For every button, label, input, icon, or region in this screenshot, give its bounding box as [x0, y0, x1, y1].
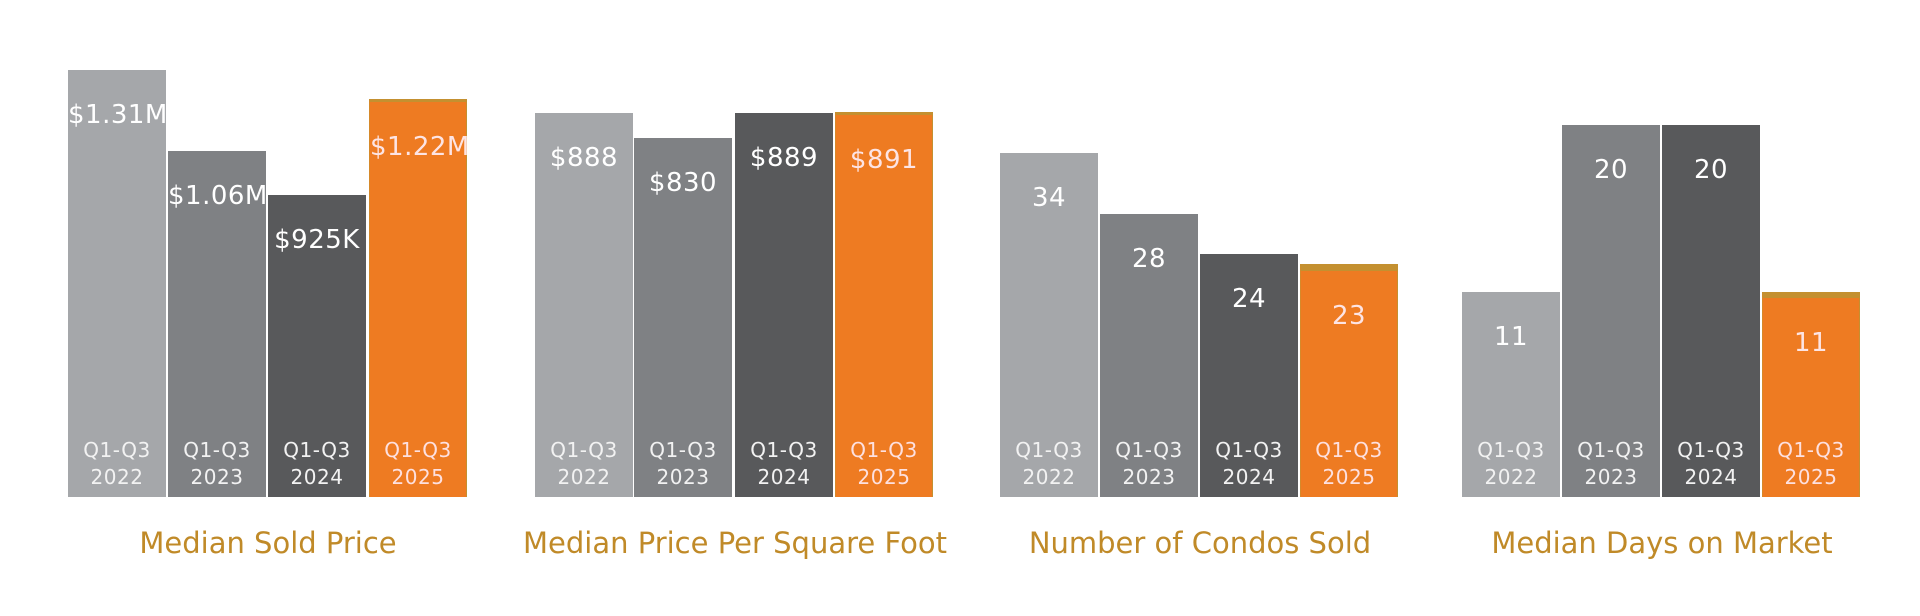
period-label: Q1-Q3 2025: [1763, 437, 1859, 491]
period-year: 2025: [857, 465, 911, 489]
period-label: Q1-Q3 2023: [634, 437, 732, 491]
period-quarters: Q1-Q3: [1477, 438, 1545, 462]
period-year: 2022: [1022, 465, 1076, 489]
period-quarters: Q1-Q3: [1577, 438, 1645, 462]
period-quarters: Q1-Q3: [1115, 438, 1183, 462]
bar-2023: 20 Q1-Q3 2023: [1562, 125, 1660, 497]
chart-median-days-on-market: 11 Q1-Q3 2022 20 Q1-Q3 2023 20 Q1-Q3 202…: [1462, 0, 1862, 616]
period-label: Q1-Q3 2023: [1100, 437, 1198, 491]
bar-2025: 11 Q1-Q3 2025: [1762, 292, 1860, 497]
data-label: $925K: [274, 225, 360, 255]
period-year: 2023: [1122, 465, 1176, 489]
data-label: $891: [849, 145, 919, 175]
chart-median-price-per-sqft: $888 Q1-Q3 2022 $830 Q1-Q3 2023 $889 Q1-…: [535, 0, 935, 616]
period-label: Q1-Q3 2024: [1200, 437, 1298, 491]
period-quarters: Q1-Q3: [1777, 438, 1845, 462]
period-year: 2025: [1322, 465, 1376, 489]
period-label: Q1-Q3 2022: [68, 437, 166, 491]
period-quarters: Q1-Q3: [1677, 438, 1745, 462]
period-year: 2023: [656, 465, 710, 489]
chart-title: Number of Condos Sold: [1028, 526, 1372, 560]
period-quarters: Q1-Q3: [183, 438, 251, 462]
period-quarters: Q1-Q3: [850, 438, 918, 462]
bar-2024: 20 Q1-Q3 2024: [1662, 125, 1760, 497]
bar-2022: 34 Q1-Q3 2022: [1000, 153, 1098, 497]
data-label: 28: [1131, 244, 1167, 274]
bar-2023: $830 Q1-Q3 2023: [634, 138, 732, 497]
bar-2024: $889 Q1-Q3 2024: [735, 113, 833, 497]
period-label: Q1-Q3 2024: [268, 437, 366, 491]
chart-number-of-condos-sold: 34 Q1-Q3 2022 28 Q1-Q3 2023 24 Q1-Q3 202…: [1000, 0, 1400, 616]
period-year: 2024: [1222, 465, 1276, 489]
period-quarters: Q1-Q3: [83, 438, 151, 462]
data-label: 11: [1493, 322, 1529, 352]
bar-2023: $1.06M Q1-Q3 2023: [168, 151, 268, 497]
bar-2022: $1.31M Q1-Q3 2022: [68, 70, 168, 497]
data-label: $889: [749, 143, 819, 173]
period-label: Q1-Q3 2023: [1562, 437, 1660, 491]
period-label: Q1-Q3 2023: [168, 437, 266, 491]
period-quarters: Q1-Q3: [1215, 438, 1283, 462]
period-label: Q1-Q3 2022: [1000, 437, 1098, 491]
period-year: 2022: [557, 465, 611, 489]
period-label: Q1-Q3 2022: [1462, 437, 1560, 491]
period-quarters: Q1-Q3: [750, 438, 818, 462]
period-year: 2023: [1584, 465, 1638, 489]
period-year: 2025: [391, 465, 445, 489]
period-quarters: Q1-Q3: [550, 438, 618, 462]
period-year: 2024: [290, 465, 344, 489]
period-quarters: Q1-Q3: [384, 438, 452, 462]
period-year: 2023: [190, 465, 244, 489]
chart-title: Median Days on Market: [1491, 526, 1833, 560]
data-label: $1.22M: [370, 132, 470, 162]
data-label: $888: [549, 143, 619, 173]
period-quarters: Q1-Q3: [649, 438, 717, 462]
data-label: 20: [1593, 155, 1629, 185]
period-label: Q1-Q3 2025: [370, 437, 466, 491]
data-label: $830: [648, 168, 718, 198]
bar-2025: $891 Q1-Q3 2025: [835, 112, 933, 497]
bar-2025: $1.22M Q1-Q3 2025: [369, 99, 470, 497]
chart-title: Median Price Per Square Foot: [523, 526, 947, 560]
data-label: 34: [1031, 183, 1067, 213]
data-label: 23: [1331, 301, 1367, 331]
chart-median-sold-price: $1.31M Q1-Q3 2022 $1.06M Q1-Q3 2023 $925…: [68, 0, 470, 616]
period-year: 2025: [1784, 465, 1838, 489]
period-label: Q1-Q3 2024: [1662, 437, 1760, 491]
period-quarters: Q1-Q3: [1315, 438, 1383, 462]
period-label: Q1-Q3 2025: [1301, 437, 1397, 491]
period-year: 2024: [757, 465, 811, 489]
bar-2022: $888 Q1-Q3 2022: [535, 113, 633, 497]
data-label: 20: [1693, 155, 1729, 185]
period-label: Q1-Q3 2025: [836, 437, 932, 491]
bar-2022: 11 Q1-Q3 2022: [1462, 292, 1560, 497]
bar-2024: 24 Q1-Q3 2024: [1200, 254, 1298, 497]
bar-2025: 23 Q1-Q3 2025: [1300, 264, 1398, 497]
data-label: $1.06M: [168, 181, 268, 211]
period-label: Q1-Q3 2024: [735, 437, 833, 491]
period-year: 2022: [90, 465, 144, 489]
bar-2023: 28 Q1-Q3 2023: [1100, 214, 1198, 497]
period-year: 2022: [1484, 465, 1538, 489]
period-label: Q1-Q3 2022: [535, 437, 633, 491]
data-label: 24: [1231, 284, 1267, 314]
data-label: 11: [1793, 328, 1829, 358]
data-label: $1.31M: [68, 100, 168, 130]
bar-2024: $925K Q1-Q3 2024: [268, 195, 366, 497]
period-quarters: Q1-Q3: [1015, 438, 1083, 462]
chart-title: Median Sold Price: [139, 526, 397, 560]
period-quarters: Q1-Q3: [283, 438, 351, 462]
period-year: 2024: [1684, 465, 1738, 489]
